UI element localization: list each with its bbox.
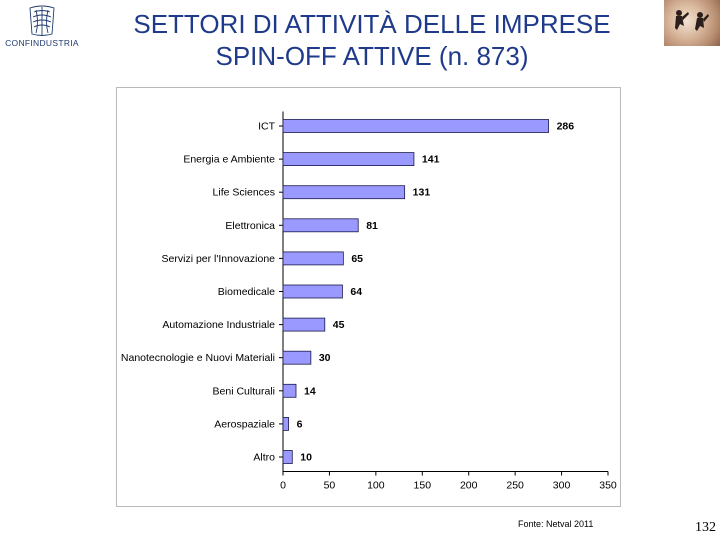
- bar: [282, 185, 406, 200]
- bar: [282, 251, 344, 266]
- x-tick-label: 150: [414, 480, 432, 492]
- x-tick-label: 100: [367, 480, 385, 492]
- climbers-photo-icon: [675, 10, 709, 31]
- category-label: Nanotecnologie e Nuovi Materiali: [121, 352, 275, 364]
- category-label: Automazione Industriale: [162, 319, 275, 331]
- x-tick-label: 50: [324, 480, 336, 492]
- data-label: 6: [297, 418, 303, 430]
- bar-chart: 0 50 100 150 200 250 300 350 ICT 286 Energia e Amb…: [121, 111, 617, 492]
- x-tick-label: 250: [506, 480, 524, 492]
- data-label: 45: [333, 319, 345, 331]
- data-label: 286: [557, 121, 575, 133]
- x-tick-label: 0: [280, 480, 286, 492]
- bar: [282, 152, 415, 166]
- category-label: Aerospaziale: [214, 418, 275, 430]
- bar: [282, 317, 326, 332]
- page-number: 132: [695, 520, 716, 535]
- title-line-2: SPIN-OFF ATTIVE (n. 873): [215, 41, 529, 71]
- data-label: 14: [304, 385, 316, 397]
- header-photo: [664, 0, 720, 46]
- bar: [282, 450, 293, 464]
- bar: [282, 350, 312, 365]
- confindustria-emblem-icon: [29, 5, 55, 36]
- category-label: Beni Culturali: [213, 385, 275, 397]
- category-label: Energia e Ambiente: [183, 154, 275, 166]
- bar: [282, 218, 359, 233]
- data-label: 65: [351, 253, 363, 265]
- x-tick-label: 200: [460, 480, 478, 492]
- category-label: ICT: [258, 121, 276, 133]
- data-label: 10: [300, 452, 312, 464]
- data-label: 30: [319, 352, 331, 364]
- x-tick-label: 350: [599, 480, 617, 492]
- bar: [282, 284, 343, 299]
- category-label: Servizi per l'Innovazione: [162, 253, 276, 265]
- category-label: Elettronica: [225, 220, 275, 232]
- x-tick-label: 300: [553, 480, 571, 492]
- category-label: Life Sciences: [213, 187, 275, 199]
- bar: [282, 383, 297, 398]
- chart-frame: 0 50 100 150 200 250 300 350 ICT 286 Energia e Amb…: [116, 87, 621, 507]
- data-label: 141: [422, 154, 440, 166]
- source-note: Fonte: Netval 2011: [518, 519, 594, 529]
- bar: [282, 416, 289, 431]
- data-label: 64: [350, 286, 362, 298]
- bar: [282, 119, 549, 133]
- category-label: Biomedicale: [218, 286, 275, 298]
- title-line-1: SETTORI DI ATTIVITÀ DELLE IMPRESE: [133, 9, 611, 39]
- logo-text: CONFINDUSTRIA: [5, 38, 79, 48]
- page-title: SETTORI DI ATTIVITÀ DELLE IMPRESE SPIN-O…: [92, 8, 652, 72]
- data-label: 131: [413, 187, 431, 199]
- data-label: 81: [366, 220, 378, 232]
- confindustria-logo: CONFINDUSTRIA: [2, 4, 82, 48]
- category-label: Altro: [253, 452, 275, 464]
